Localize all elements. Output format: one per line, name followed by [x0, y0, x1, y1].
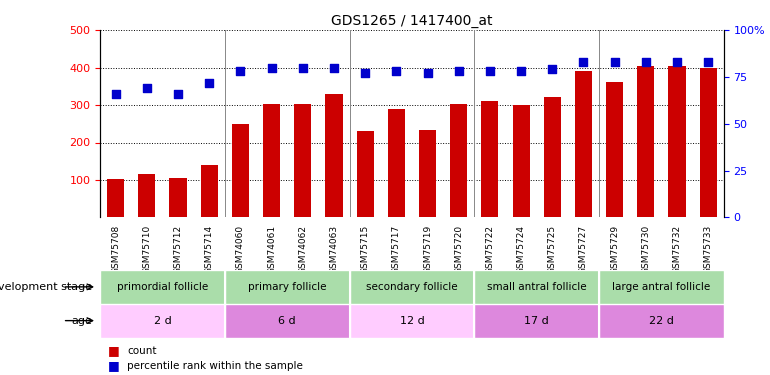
Bar	[638, 66, 654, 218]
Text: ■: ■	[108, 359, 119, 372]
Bar	[326, 94, 343, 218]
Bar	[474, 270, 599, 304]
Text: age: age	[72, 316, 92, 326]
Text: 12 d: 12 d	[400, 316, 424, 326]
Bar	[107, 179, 124, 218]
Point	[172, 91, 184, 97]
Bar	[139, 174, 156, 217]
Point	[390, 68, 403, 74]
Text: secondary follicle: secondary follicle	[367, 282, 457, 292]
Bar	[357, 130, 373, 218]
Point	[203, 80, 216, 86]
Text: count: count	[127, 346, 156, 355]
Bar	[169, 178, 186, 218]
Bar	[419, 130, 436, 218]
Bar	[100, 304, 225, 338]
Bar	[474, 304, 599, 338]
Bar	[481, 101, 498, 217]
Text: 22 d: 22 d	[649, 316, 674, 326]
Point	[484, 68, 496, 74]
Point	[109, 91, 122, 97]
Point	[421, 70, 434, 76]
Bar	[606, 82, 623, 218]
Bar	[232, 124, 249, 217]
Point	[515, 68, 527, 74]
Text: development stage: development stage	[0, 282, 92, 292]
Point	[608, 59, 621, 65]
Point	[453, 68, 465, 74]
Point	[640, 59, 652, 65]
Bar	[575, 71, 592, 217]
Bar	[350, 270, 474, 304]
Bar	[450, 104, 467, 218]
Point	[328, 64, 340, 70]
Bar	[350, 304, 474, 338]
Text: 17 d: 17 d	[524, 316, 549, 326]
Bar	[225, 270, 350, 304]
Text: 6 d: 6 d	[279, 316, 296, 326]
Bar	[668, 66, 685, 218]
Point	[359, 70, 371, 76]
Text: small antral follicle: small antral follicle	[487, 282, 587, 292]
Bar	[294, 104, 311, 218]
Point	[266, 64, 278, 70]
Point	[234, 68, 246, 74]
Point	[578, 59, 590, 65]
Bar	[599, 304, 724, 338]
Point	[671, 59, 683, 65]
Bar	[201, 165, 218, 218]
Bar	[388, 109, 405, 217]
Point	[141, 85, 153, 91]
Bar	[700, 68, 717, 218]
Point	[546, 66, 558, 72]
Bar	[100, 270, 225, 304]
Bar	[513, 105, 530, 218]
Text: large antral follicle: large antral follicle	[612, 282, 711, 292]
Text: percentile rank within the sample: percentile rank within the sample	[127, 361, 303, 370]
Point	[296, 64, 309, 70]
Bar	[544, 97, 561, 218]
Text: ■: ■	[108, 344, 119, 357]
Bar	[599, 270, 724, 304]
Bar	[225, 304, 350, 338]
Point	[702, 59, 715, 65]
Text: 2 d: 2 d	[153, 316, 172, 326]
Text: primordial follicle: primordial follicle	[117, 282, 208, 292]
Title: GDS1265 / 1417400_at: GDS1265 / 1417400_at	[331, 13, 493, 28]
Text: primary follicle: primary follicle	[248, 282, 326, 292]
Bar	[263, 104, 280, 218]
